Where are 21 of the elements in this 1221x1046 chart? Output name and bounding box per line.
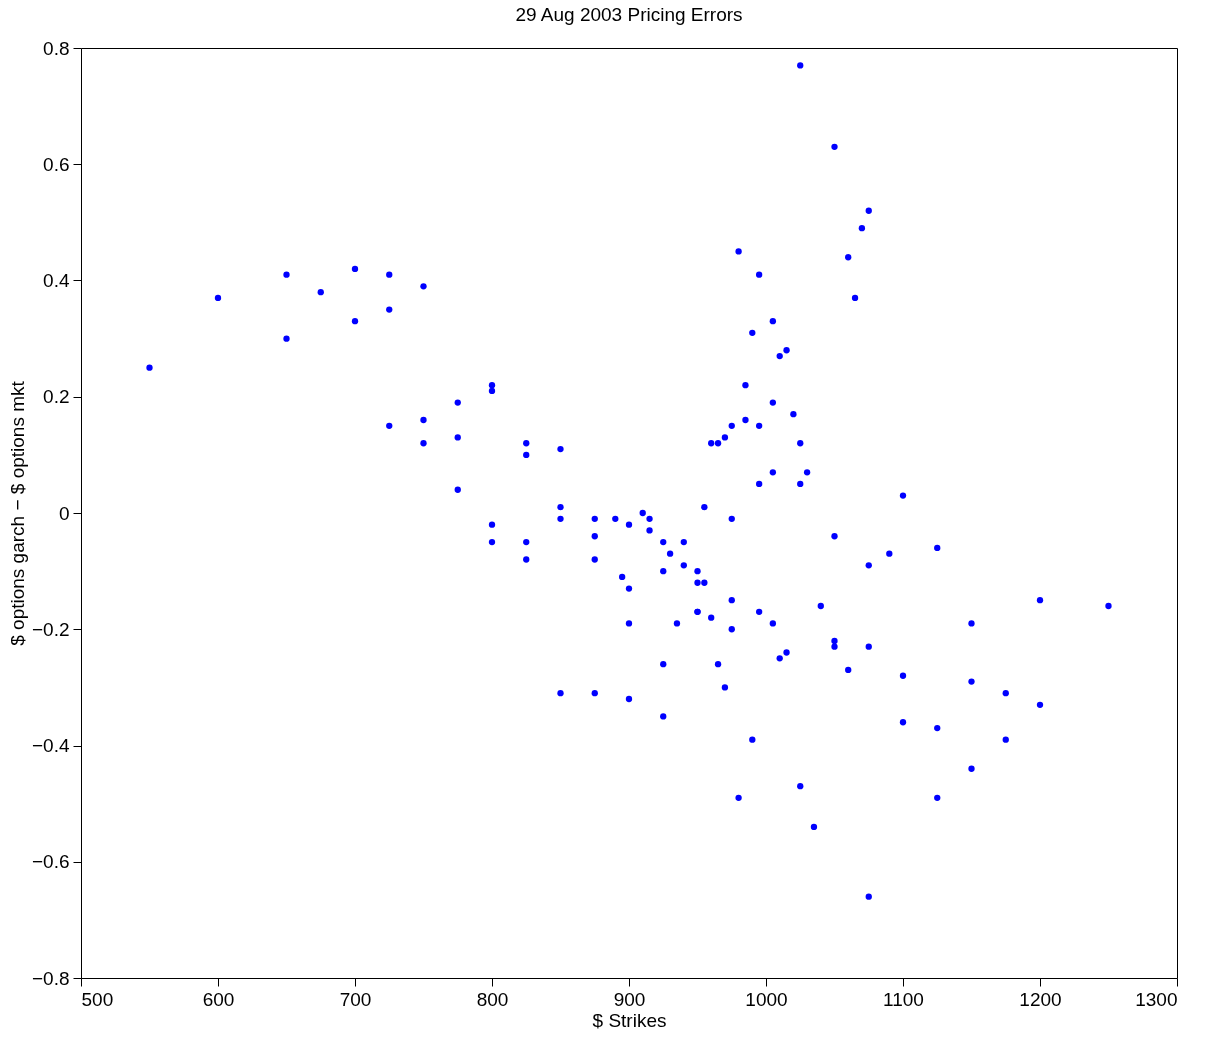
x-tick-label: 800	[476, 988, 509, 1010]
x-tick-label: 700	[339, 988, 372, 1010]
x-tick-label: 500	[81, 988, 114, 1010]
y-tick-label: 0.6	[43, 153, 70, 175]
x-tick-label: 600	[202, 988, 235, 1010]
y-tick-label: −0.8	[31, 967, 70, 989]
x-tick-label: 1300	[1135, 988, 1178, 1010]
x-tick-label: 1100	[883, 988, 924, 1010]
y-axis-title: $ options garch − $ options mkt	[6, 380, 28, 646]
y-tick-label: −0.6	[31, 851, 70, 873]
x-tick-label: 900	[613, 988, 646, 1010]
y-tick-label: 0.4	[43, 270, 70, 291]
y-tick-label: −0.4	[31, 735, 70, 756]
y-tick-label: 0.2	[43, 386, 70, 408]
x-axis-title: $ Strikes	[592, 1009, 667, 1031]
y-tick-label: 0.8	[43, 37, 70, 59]
y-tick-label: 0	[58, 502, 70, 524]
x-tick-label: 1200	[1019, 988, 1062, 1010]
x-tick-label: 1000	[745, 988, 788, 1010]
y-tick-label: −0.2	[31, 618, 70, 640]
chart-title: 29 Aug 2003 Pricing Errors	[515, 4, 743, 25]
